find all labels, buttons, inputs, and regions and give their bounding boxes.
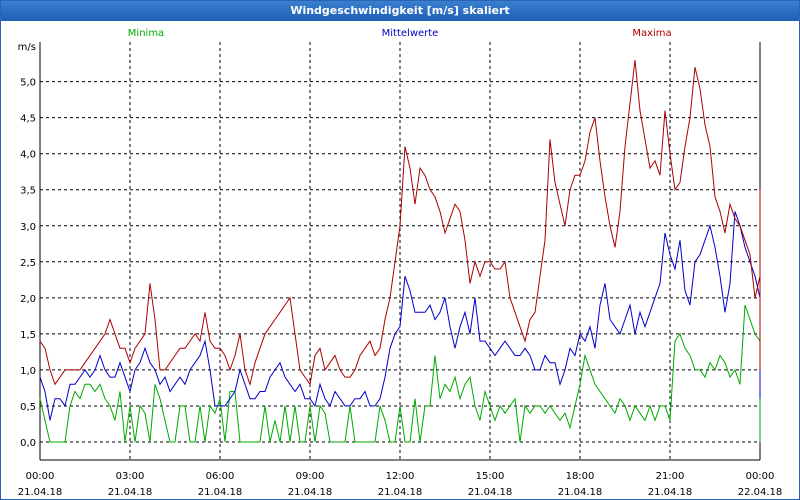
x-tick-date: 21.04.18	[378, 487, 423, 498]
window-title: Windgeschwindigkeit [m/s] skaliert	[1, 1, 799, 21]
x-tick-time: 18:00	[566, 471, 595, 482]
y-tick-label: 3,5	[20, 186, 36, 197]
series-line-minima	[39, 304, 761, 443]
y-tick-label: 2,0	[20, 294, 36, 305]
x-tick-date: 22.04.18	[738, 487, 783, 498]
grid	[40, 42, 760, 460]
x-tick-date: 21.04.18	[198, 487, 243, 498]
y-tick-label: 0,0	[20, 438, 36, 449]
legend-entry: Minima	[128, 28, 164, 39]
x-tick-time: 21:00	[656, 471, 685, 482]
x-tick-time: 03:00	[116, 471, 145, 482]
series-line-maxima	[39, 59, 761, 387]
legend-entry: Maxima	[632, 28, 671, 39]
x-tick-time: 15:00	[476, 471, 505, 482]
x-tick-date: 21.04.18	[468, 487, 513, 498]
y-tick-label: 2,5	[20, 258, 36, 269]
y-tick-label: 4,0	[20, 150, 36, 161]
legend: Minima Mittelwerte Maxima	[128, 28, 672, 39]
series-lines	[39, 59, 761, 443]
x-tick-date: 21.04.18	[108, 487, 153, 498]
tick-labels: 0,0 0,5 1,0 1,5 2,0 2,5 3,0 3,5 4,0 4,5 5,0 m/s 00:0…	[18, 42, 783, 498]
x-tick-time: 00:00	[26, 471, 55, 482]
x-tick-date: 21.04.18	[648, 487, 693, 498]
x-tick-time: 06:00	[206, 471, 235, 482]
y-tick-label: 5,0	[20, 78, 36, 89]
x-tick-date: 21.04.18	[18, 487, 63, 498]
y-tick-label: 3,0	[20, 222, 36, 233]
x-tick-time: 09:00	[296, 471, 325, 482]
legend-entry: Mittelwerte	[382, 28, 439, 39]
y-tick-label: 1,5	[20, 330, 36, 341]
x-tick-date: 21.04.18	[288, 487, 333, 498]
x-tick-time: 12:00	[386, 471, 415, 482]
y-axis-label: m/s	[18, 42, 36, 53]
y-tick-label: 4,5	[20, 114, 36, 125]
x-tick-time: 00:00	[746, 471, 775, 482]
y-tick-label: 0,5	[20, 402, 36, 413]
y-tick-label: 1,0	[20, 366, 36, 377]
x-tick-date: 21.04.18	[558, 487, 603, 498]
